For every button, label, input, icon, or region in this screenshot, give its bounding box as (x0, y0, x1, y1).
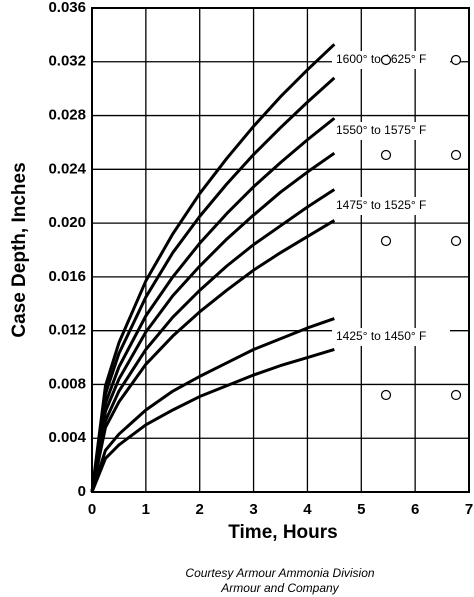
annotation: 1425° to 1450° F (336, 329, 426, 343)
marker (450, 235, 462, 247)
y-tick-label: 0 (78, 483, 86, 500)
y-tick-label: 0.032 (48, 53, 86, 70)
plot-frame (91, 7, 470, 493)
y-tick-label: 0.024 (48, 160, 86, 177)
marker (380, 389, 392, 401)
y-tick-label: 0.012 (48, 322, 86, 339)
credit: Courtesy Armour Ammonia Division (185, 566, 374, 580)
x-tick-label: 1 (142, 501, 150, 518)
marker (380, 149, 392, 161)
x-tick-label: 5 (357, 501, 365, 518)
marker (380, 235, 392, 247)
marker (450, 54, 462, 66)
x-tick-label: 3 (249, 501, 257, 518)
curve (90, 348, 335, 493)
curve (90, 43, 336, 493)
y-tick-label: 0.016 (48, 268, 86, 285)
y-axis-title: Case Depth, Inches (9, 162, 30, 337)
curve (90, 117, 336, 493)
credit: Armour and Company (220, 581, 339, 595)
annotation: 1550° to 1575° F (336, 123, 426, 137)
x-tick-label: 0 (88, 501, 96, 518)
label-bg (332, 328, 450, 346)
marker (450, 389, 462, 401)
curve (90, 76, 336, 493)
curve (90, 188, 336, 493)
x-tick-label: 7 (465, 501, 473, 518)
y-tick-label: 0.036 (48, 0, 86, 16)
x-axis-title: Time, Hours (228, 522, 337, 543)
x-tick-label: 6 (411, 501, 419, 518)
y-tick-label: 0.020 (48, 214, 86, 231)
y-tick-label: 0.028 (48, 107, 86, 124)
marker (380, 54, 392, 66)
y-tick-label: 0.008 (48, 375, 86, 392)
curve (90, 317, 335, 493)
label-bg (332, 122, 450, 140)
label-bg (332, 197, 450, 215)
x-tick-label: 2 (196, 501, 204, 518)
curve (90, 219, 336, 493)
y-tick-label: 0.004 (48, 429, 86, 446)
annotation: 1475° to 1525° F (336, 198, 426, 212)
x-tick-label: 4 (303, 501, 312, 518)
curve (90, 151, 336, 493)
marker (450, 149, 462, 161)
